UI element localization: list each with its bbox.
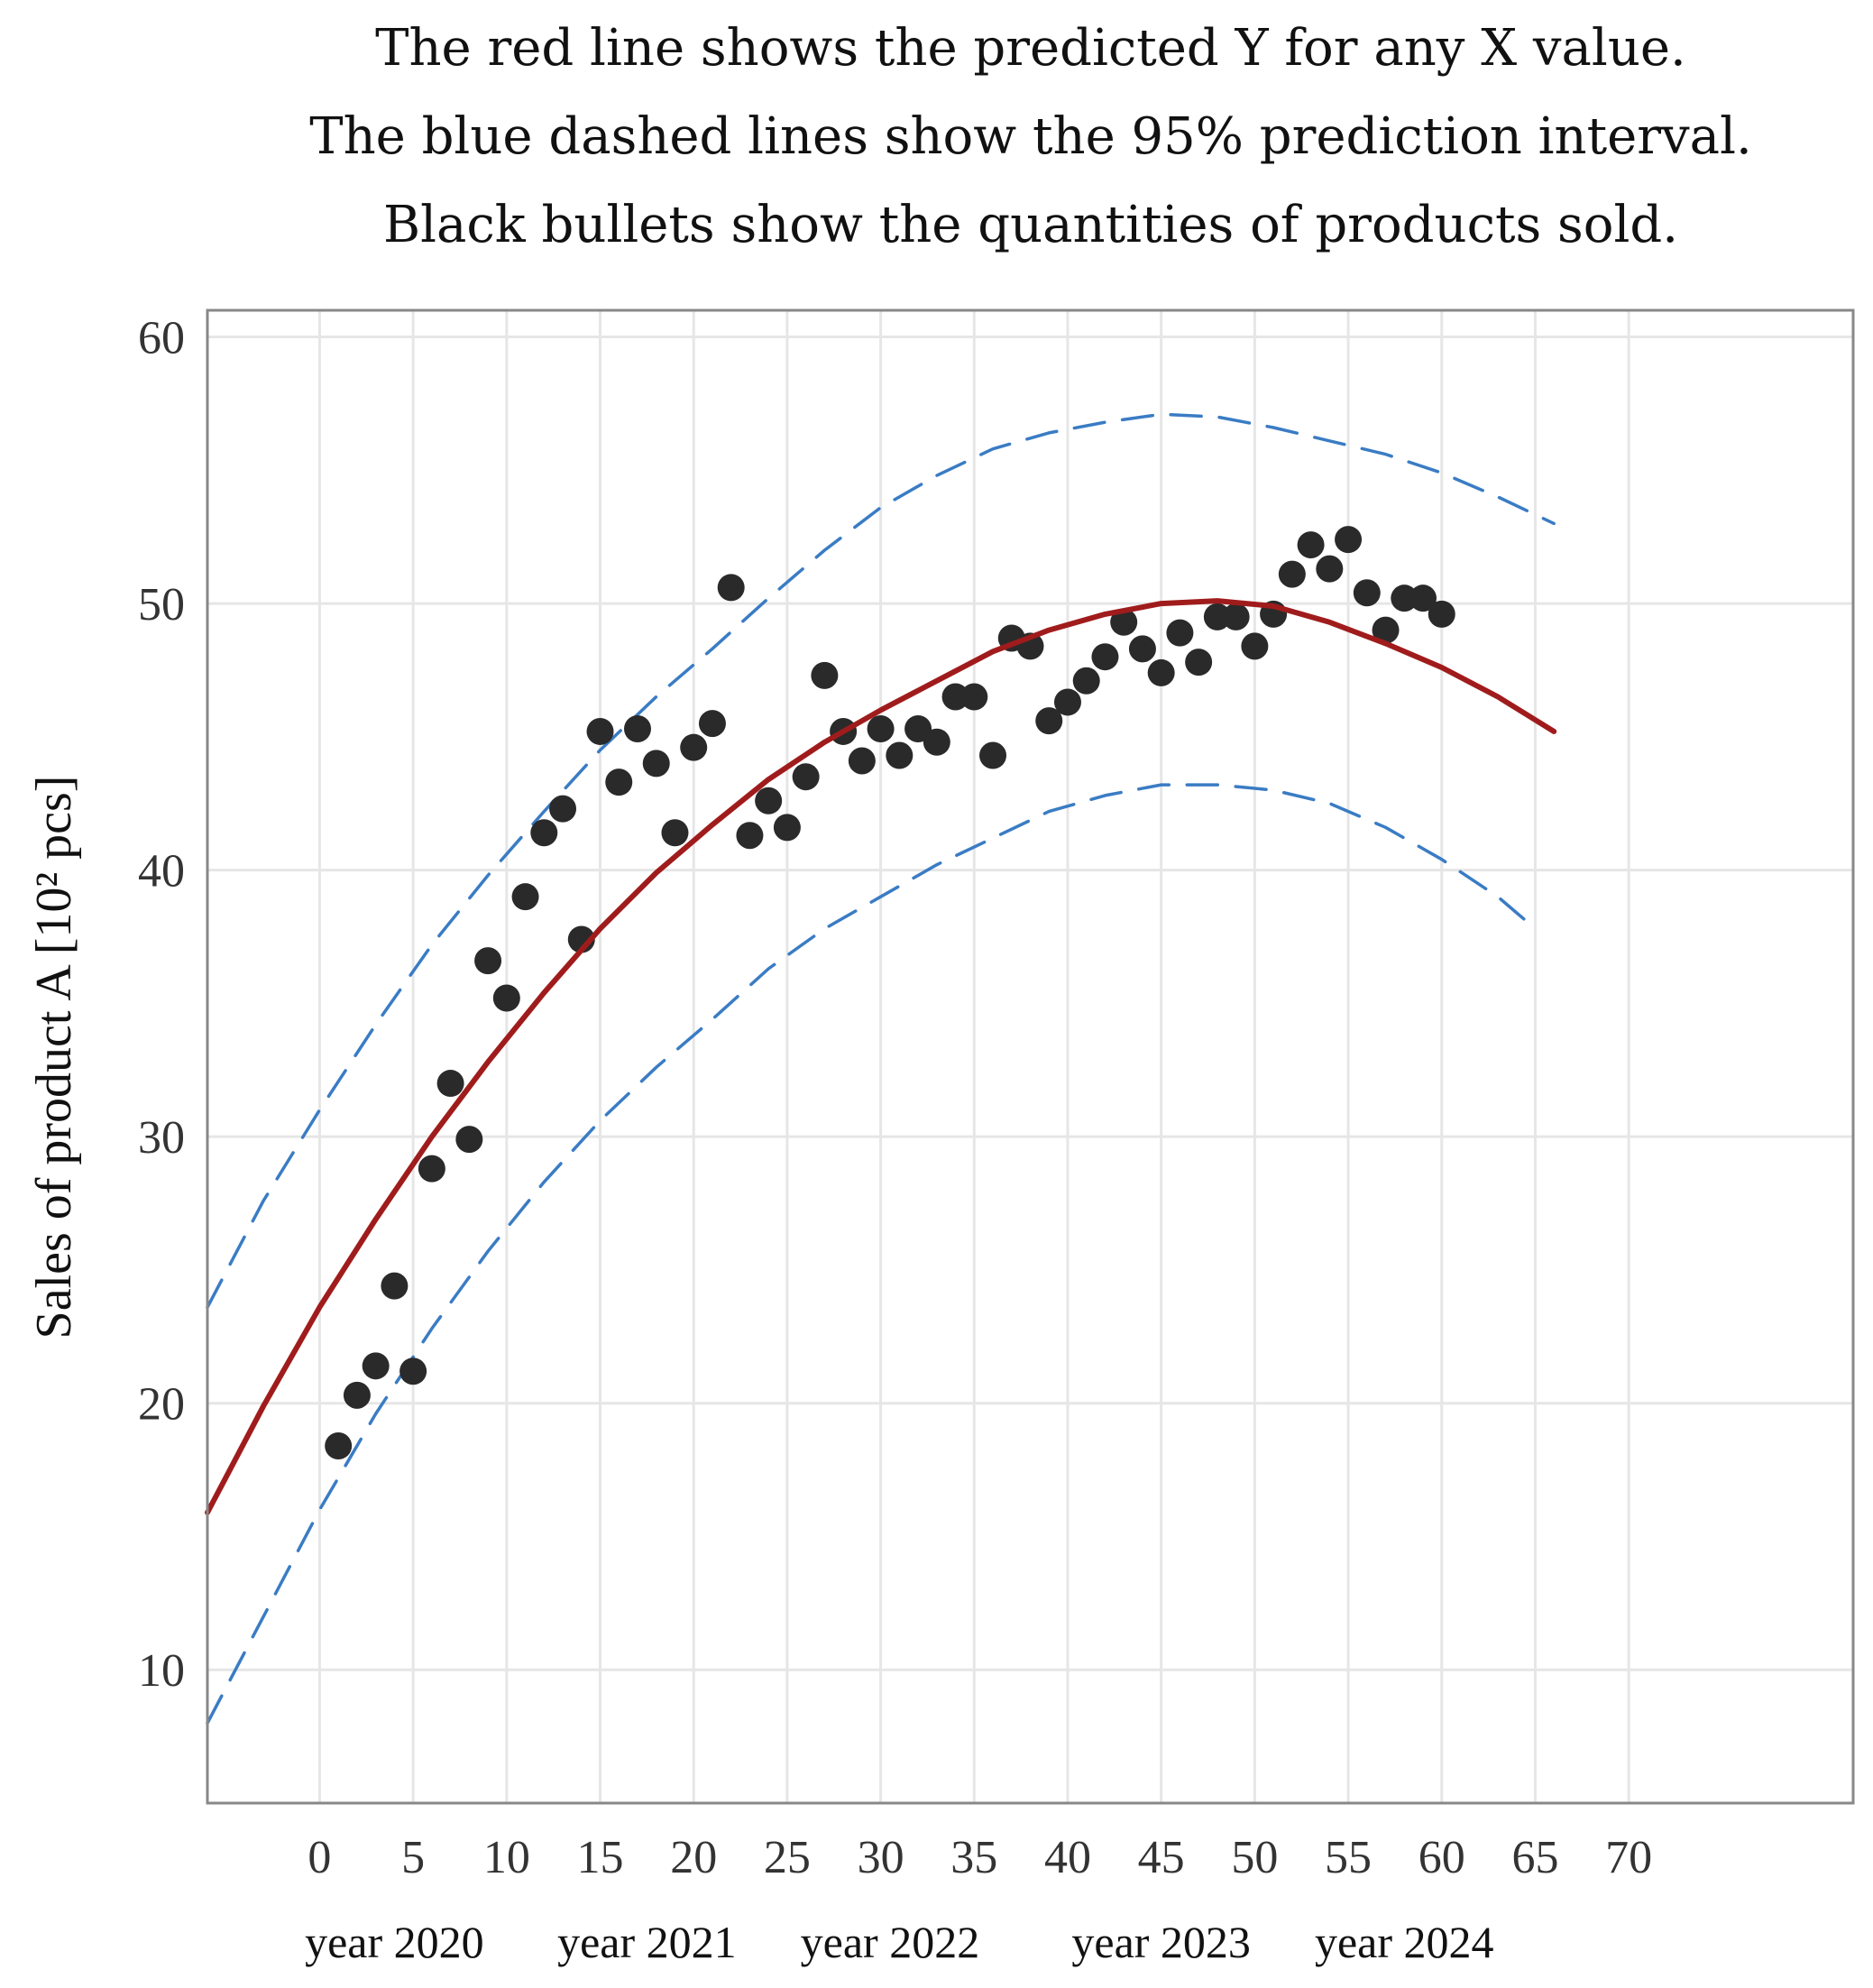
title-line-2: The blue dashed lines show the 95% predi… <box>309 107 1752 166</box>
data-point <box>1409 584 1437 612</box>
y-tick-label-40: 40 <box>138 846 185 897</box>
data-point <box>1110 608 1138 636</box>
data-point <box>455 1126 483 1154</box>
year-labels: year 2020 year 2021 year 2022 year 2023 year… <box>305 1917 1493 1967</box>
data-point <box>1128 635 1156 663</box>
y-tick-label-60: 60 <box>138 313 185 364</box>
data-points <box>325 526 1455 1459</box>
chart-title: The red line shows the predicted Y for a… <box>309 19 1752 254</box>
year-label: year 2020 <box>305 1917 484 1967</box>
data-point <box>736 822 764 850</box>
data-point <box>530 819 558 847</box>
data-point <box>792 763 820 791</box>
data-point <box>848 747 876 775</box>
data-point <box>1335 526 1363 554</box>
title-line-1: The red line shows the predicted Y for a… <box>375 19 1686 78</box>
x-tick-label-45: 45 <box>1138 1832 1185 1883</box>
x-tick-label-5: 5 <box>401 1832 425 1883</box>
data-point <box>1316 555 1344 583</box>
x-tick-label-55: 55 <box>1325 1832 1372 1883</box>
data-point <box>1391 584 1419 612</box>
data-point <box>1166 619 1194 647</box>
x-tick-label-65: 65 <box>1511 1832 1558 1883</box>
year-label: year 2024 <box>1315 1917 1494 1967</box>
data-point <box>960 683 988 711</box>
x-tick-label-10: 10 <box>483 1832 530 1883</box>
x-tick-label-40: 40 <box>1044 1832 1091 1883</box>
data-point <box>1053 688 1081 716</box>
data-point <box>680 733 708 761</box>
year-label: year 2023 <box>1071 1917 1251 1967</box>
x-tick-label-60: 60 <box>1419 1832 1465 1883</box>
data-point <box>381 1272 409 1300</box>
data-point <box>605 769 633 796</box>
y-tick-label-50: 50 <box>138 579 185 630</box>
data-point <box>1297 531 1325 559</box>
data-point <box>1203 603 1231 630</box>
data-point <box>1428 600 1455 628</box>
data-point <box>904 714 932 742</box>
data-point <box>343 1381 371 1409</box>
year-label: year 2022 <box>801 1917 980 1967</box>
x-tick-label-70: 70 <box>1605 1832 1652 1883</box>
data-point <box>979 741 1007 769</box>
data-point <box>941 683 969 711</box>
data-point <box>661 819 689 847</box>
data-point <box>1241 632 1269 660</box>
year-label: year 2021 <box>557 1917 737 1967</box>
prediction-line <box>205 598 1557 1515</box>
data-point <box>1185 649 1213 676</box>
data-point <box>867 714 895 742</box>
data-point <box>717 574 745 602</box>
data-point <box>549 795 577 823</box>
data-point <box>418 1155 445 1183</box>
data-point <box>923 728 950 756</box>
interval-lower-line <box>206 783 1538 1726</box>
x-tick-label-30: 30 <box>858 1832 904 1883</box>
y-axis-ticks: 10 20 30 40 50 60 <box>138 313 185 1698</box>
data-point <box>474 947 502 975</box>
data-point <box>811 661 839 689</box>
data-point <box>399 1358 427 1385</box>
data-point <box>698 710 726 738</box>
data-point <box>1072 667 1100 695</box>
x-tick-label-20: 20 <box>670 1832 717 1883</box>
data-point <box>1091 643 1119 671</box>
data-point <box>492 984 520 1012</box>
data-point <box>1147 658 1175 686</box>
data-point <box>1222 603 1250 630</box>
grid <box>207 310 1853 1803</box>
data-point <box>1278 560 1306 588</box>
y-axis-title: Sales of product A [10² pcs] <box>26 776 82 1339</box>
x-tick-label-15: 15 <box>577 1832 624 1883</box>
data-point <box>773 814 801 842</box>
x-tick-label-25: 25 <box>764 1832 811 1883</box>
y-tick-label-20: 20 <box>138 1379 185 1431</box>
interval-upper-line <box>206 412 1556 1310</box>
x-tick-label-35: 35 <box>950 1832 997 1883</box>
data-point <box>1372 616 1400 644</box>
data-point <box>1035 707 1063 735</box>
series-layer <box>205 412 1557 1726</box>
x-axis-ticks: 0 5 10 15 20 25 30 35 40 45 50 55 60 65 70 <box>308 1832 1652 1883</box>
x-tick-label-0: 0 <box>308 1832 331 1883</box>
data-point <box>436 1070 464 1098</box>
data-point <box>886 741 914 769</box>
data-point <box>642 750 670 778</box>
plot-frame <box>206 308 1855 1805</box>
data-point <box>362 1352 390 1380</box>
y-tick-label-10: 10 <box>138 1645 185 1697</box>
x-tick-label-50: 50 <box>1231 1832 1278 1883</box>
data-point <box>755 787 783 815</box>
data-point <box>586 717 614 745</box>
data-point <box>511 883 539 911</box>
data-point <box>623 714 651 742</box>
y-tick-label-30: 30 <box>138 1112 185 1164</box>
data-point <box>325 1431 353 1459</box>
data-point <box>1353 579 1381 607</box>
title-line-3: Black bullets show the quantities of pro… <box>383 196 1678 254</box>
